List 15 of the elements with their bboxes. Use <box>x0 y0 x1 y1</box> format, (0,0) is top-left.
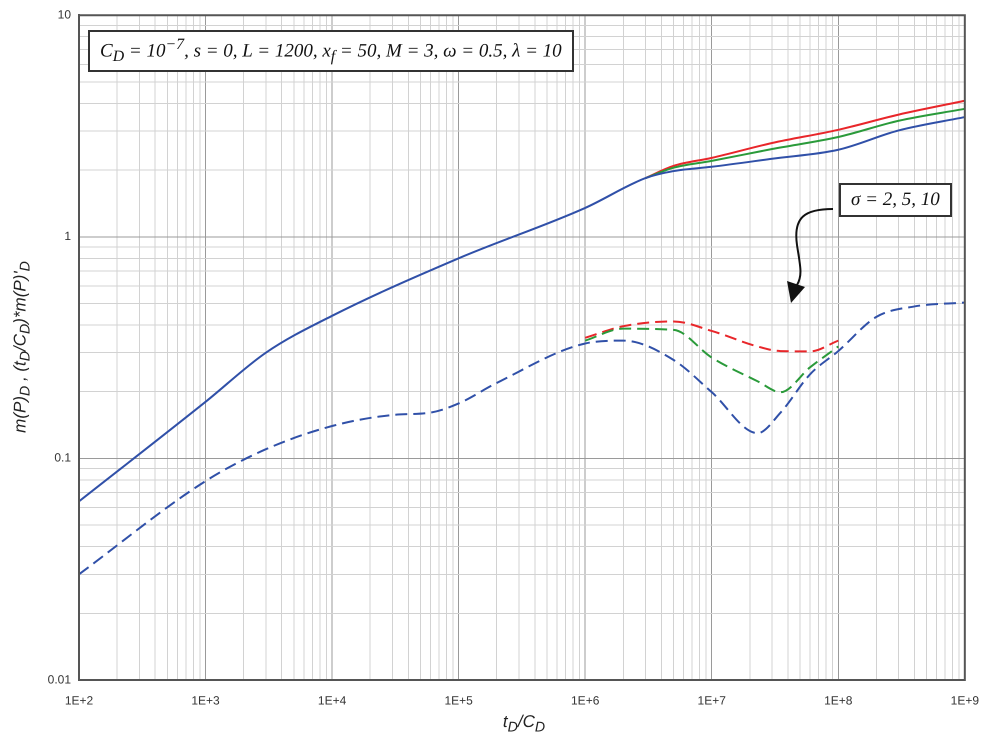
x-tick-label: 1E+2 <box>64 694 94 708</box>
x-tick-label: 1E+3 <box>191 694 220 708</box>
x-tick-label: 1E+6 <box>571 694 600 708</box>
x-tick-label: 1E+7 <box>698 694 726 708</box>
x-axis-title: t$_{D}$/C$_{D}$ <box>502 712 546 736</box>
y-tick-label: 1 <box>64 229 72 244</box>
x-tick-label: 1E+4 <box>318 694 347 708</box>
annotation: C$_{D}$ = 10$^{−7}$, s = 0, L = 1200, x$_{f}$ = 50, M = 3, ω = 0.5, λ = 10 <box>88 30 574 72</box>
y-tick-label: 0.01 <box>48 672 72 686</box>
y-tick-label: 0.1 <box>54 450 72 465</box>
x-tick-label: 1E+8 <box>824 694 853 708</box>
y-tick-label: 10 <box>58 8 72 22</box>
x-tick-label: 1E+5 <box>444 694 474 708</box>
annotation: σ = 2, 5, 10 <box>839 183 952 217</box>
x-tick-label: 1E+9 <box>950 694 980 708</box>
